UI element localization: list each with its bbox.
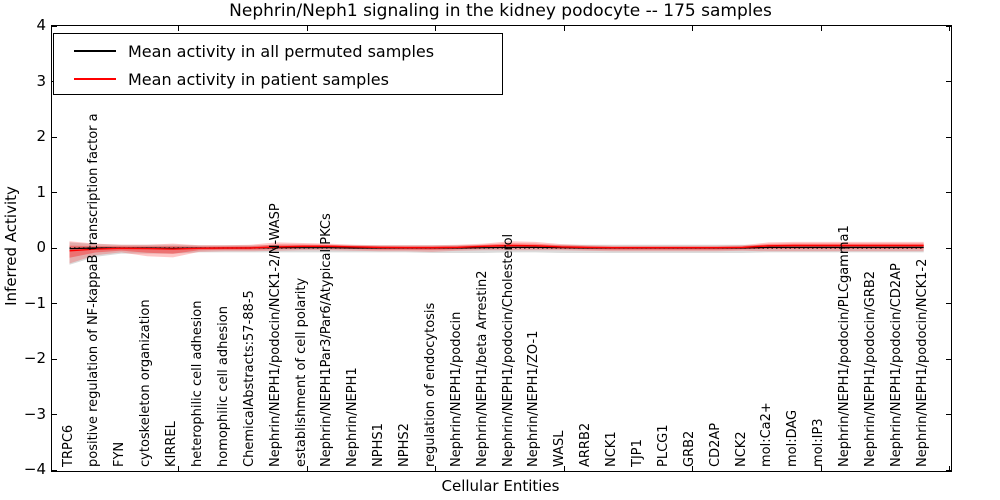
x-tick-label: Nephrin/NEPH1/podocin/NCK1-2/N-WASP <box>267 203 283 467</box>
tick-mark <box>178 466 179 471</box>
x-tick-label: CD2AP <box>707 422 723 467</box>
tick-mark <box>563 466 565 471</box>
x-tick-label: ARRB2 <box>578 422 594 467</box>
figure-title: Nephrin/Neph1 signaling in the kidney po… <box>229 1 772 21</box>
x-tick-label: mol:IP3 <box>811 418 827 467</box>
tick-mark <box>949 26 950 31</box>
tick-mark <box>52 469 57 471</box>
x-tick-label: cytoskeleton organization <box>138 299 154 467</box>
tick-mark <box>52 414 57 415</box>
tick-mark <box>435 466 436 471</box>
x-tick-label: Nephrin/NEPH1/podocin/Cholesterol <box>500 233 516 467</box>
chart-legend: Mean activity in all permuted samples Me… <box>53 33 503 95</box>
tick-mark <box>946 25 951 27</box>
x-tick-label: homophilic cell adhesion <box>215 306 231 467</box>
x-tick-label: establishment of cell polarity <box>293 277 309 467</box>
x-tick-label: heterophilic cell adhesion <box>189 300 205 468</box>
patient-line-swatch <box>74 78 116 80</box>
x-tick-label: regulation of endocytosis <box>422 302 438 467</box>
tick-mark <box>946 81 951 82</box>
x-tick-label: TJP1 <box>630 439 645 467</box>
x-axis-label: Cellular Entities <box>441 477 560 495</box>
tick-mark <box>946 469 951 471</box>
tick-mark <box>52 358 57 360</box>
tick-mark <box>949 466 950 471</box>
x-tick-label: KIRREL <box>164 421 179 467</box>
tick-mark <box>306 26 308 31</box>
x-tick-label: Nephrin/NEPH1/podocin/PLCgamma1 <box>837 225 853 467</box>
tick-mark <box>178 26 179 31</box>
y-tick-label: 2 <box>36 127 46 145</box>
x-tick-label: GRB2 <box>681 430 697 467</box>
x-tick-label: mol:Ca2+ <box>759 402 775 467</box>
y-tick-label: 4 <box>36 16 46 34</box>
tick-mark <box>692 466 693 471</box>
tick-mark <box>52 303 57 304</box>
tick-mark <box>946 136 951 138</box>
legend-entry-patient: Mean activity in patient samples <box>74 65 502 93</box>
x-tick-label: Nephrin/NEPH1/podocin <box>448 311 464 467</box>
x-tick-label: Nephrin/NEPH1 <box>345 367 361 467</box>
legend-entry-label: Mean activity in patient samples <box>128 69 389 89</box>
chart-svg <box>69 241 924 265</box>
x-tick-label: PLCG1 <box>655 424 671 467</box>
x-tick-label: ChemicalAbstracts:57-88-5 <box>241 290 257 467</box>
y-tick-label: −2 <box>23 349 46 367</box>
tick-mark <box>52 136 57 138</box>
tick-mark <box>435 26 436 31</box>
y-tick-label: 1 <box>36 182 46 201</box>
permuted-line-swatch <box>74 50 116 52</box>
x-tick-label: Nephrin/NEPH1/beta Arrestin2 <box>474 270 490 468</box>
tick-mark <box>946 414 951 415</box>
x-tick-label: positive regulation of NF-kappaB transcr… <box>86 113 102 467</box>
plot-area: TRPC6 positive regulation of NF-kappaB tr… <box>51 25 952 472</box>
y-tick-label: 0 <box>36 238 46 256</box>
tick-mark <box>946 358 951 360</box>
tick-mark <box>692 26 693 31</box>
tick-mark <box>52 247 57 249</box>
x-tick-label: WASL <box>552 430 568 467</box>
x-tick-label: TRPC6 <box>60 424 76 467</box>
x-tick-label: Nephrin/NEPH1/podocin/NCK1-2 <box>914 258 930 467</box>
x-tick-label: mol:DAG <box>785 409 801 467</box>
tick-mark <box>52 192 57 193</box>
y-tick-label: −4 <box>23 460 46 478</box>
y-tick-label: 3 <box>36 71 46 90</box>
tick-mark <box>563 26 565 31</box>
tick-mark <box>946 247 951 249</box>
tick-mark <box>820 466 822 471</box>
y-tick-label: −1 <box>23 293 46 312</box>
tick-mark <box>306 466 308 471</box>
legend-entry-permuted: Mean activity in all permuted samples <box>74 37 502 65</box>
tick-mark <box>52 25 57 27</box>
x-tick-label: NCK2 <box>733 431 749 467</box>
x-tick-label: Nephrin/NEPH1Par3/Par6/Atypical PKCs <box>319 213 335 467</box>
tick-mark <box>820 26 822 31</box>
x-tick-label: NPHS1 <box>371 423 387 467</box>
x-tick-label: Nephrin/NEPH1/podocin/CD2AP <box>888 263 904 467</box>
x-tick-label: FYN <box>112 441 128 467</box>
x-tick-label: Nephrin/NEPH1/podocin/GRB2 <box>862 270 878 467</box>
tick-mark <box>946 192 951 193</box>
legend-entry-label: Mean activity in all permuted samples <box>128 41 435 61</box>
x-tick-label: NCK1 <box>604 431 620 467</box>
x-tick-label: NPHS2 <box>397 423 412 467</box>
x-tick-label: Nephrin/NEPH1/ZO-1 <box>526 330 542 467</box>
tick-mark <box>946 303 951 304</box>
y-tick-label: −3 <box>23 404 46 423</box>
